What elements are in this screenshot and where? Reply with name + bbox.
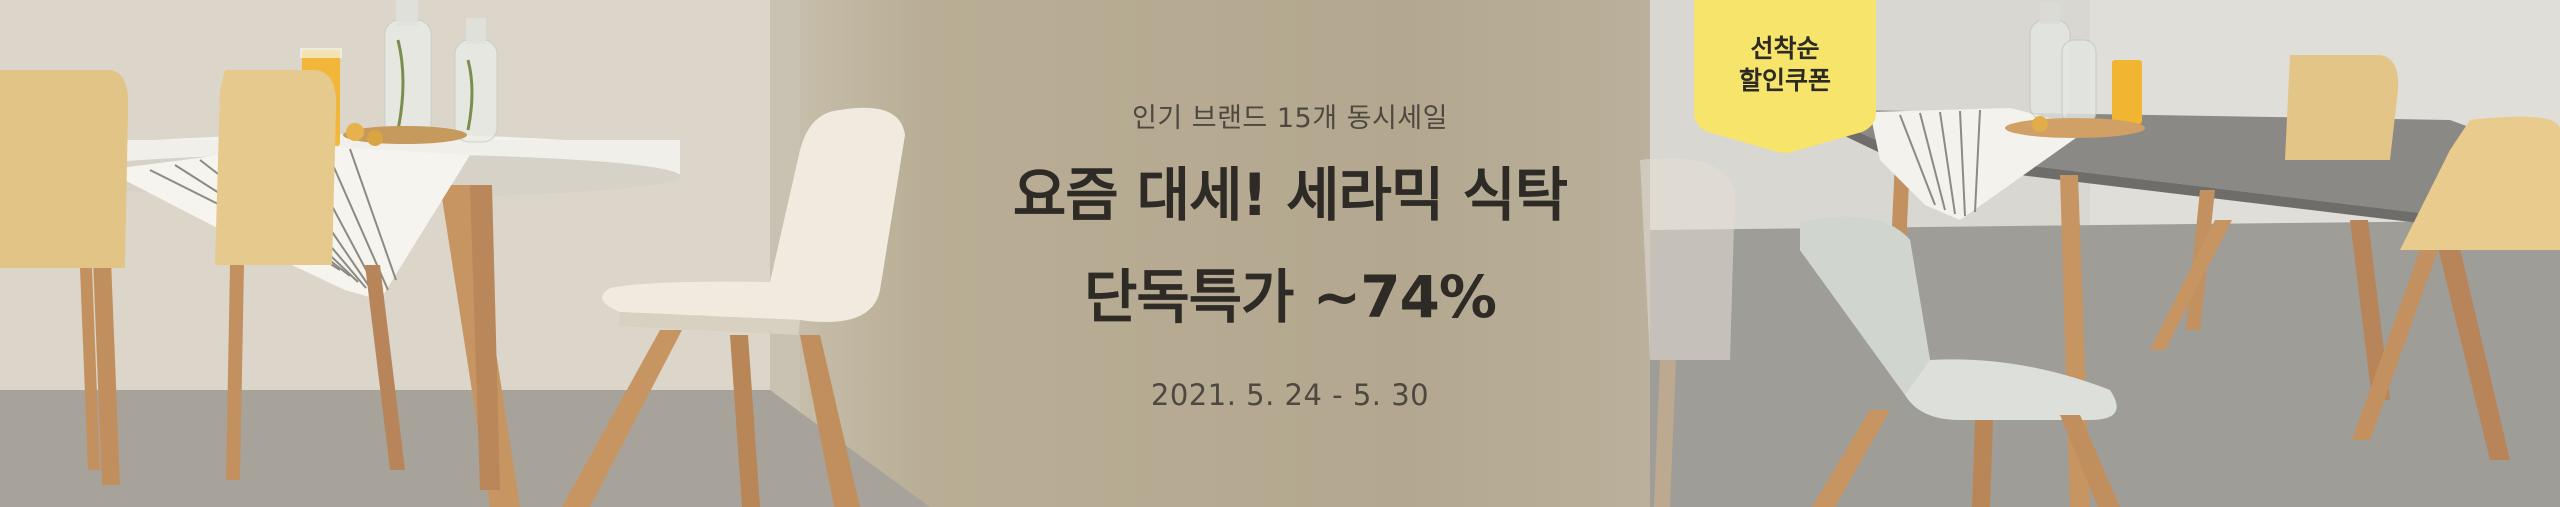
coupon-badge[interactable]: 선착순 할인쿠폰 [1694, 0, 1876, 152]
right-chair-side [2352, 116, 2560, 440]
banner-headline-line2: 단독특가 ~74% [1083, 263, 1497, 331]
right-chair-back-left [1640, 158, 1735, 507]
coupon-badge-line2: 할인쿠폰 [1738, 66, 1831, 95]
banner-copy: 인기 브랜드 15개 동시세일 요즘 대세! 세라믹 식탁 단독특가 ~74% … [880, 0, 1700, 507]
right-table-items [2005, 2, 2145, 138]
coupon-badge-line1: 선착순 [1750, 34, 1820, 63]
banner-subtitle: 인기 브랜드 15개 동시세일 [1131, 103, 1448, 134]
left-floor [0, 390, 930, 507]
badge-shape [1694, 0, 1876, 153]
left-chair-front [562, 107, 905, 507]
banner-headline-line1: 요즘 대세! 세라믹 식탁 [1012, 161, 1568, 229]
right-chair-front [1800, 216, 2120, 507]
left-table-items [300, 0, 498, 146]
left-chair-middle [215, 70, 405, 480]
left-chair-back [0, 70, 129, 470]
banner-sale-period: 2021. 5. 24 - 5. 30 [1150, 378, 1430, 412]
right-chair-back-middle [2150, 55, 2399, 400]
